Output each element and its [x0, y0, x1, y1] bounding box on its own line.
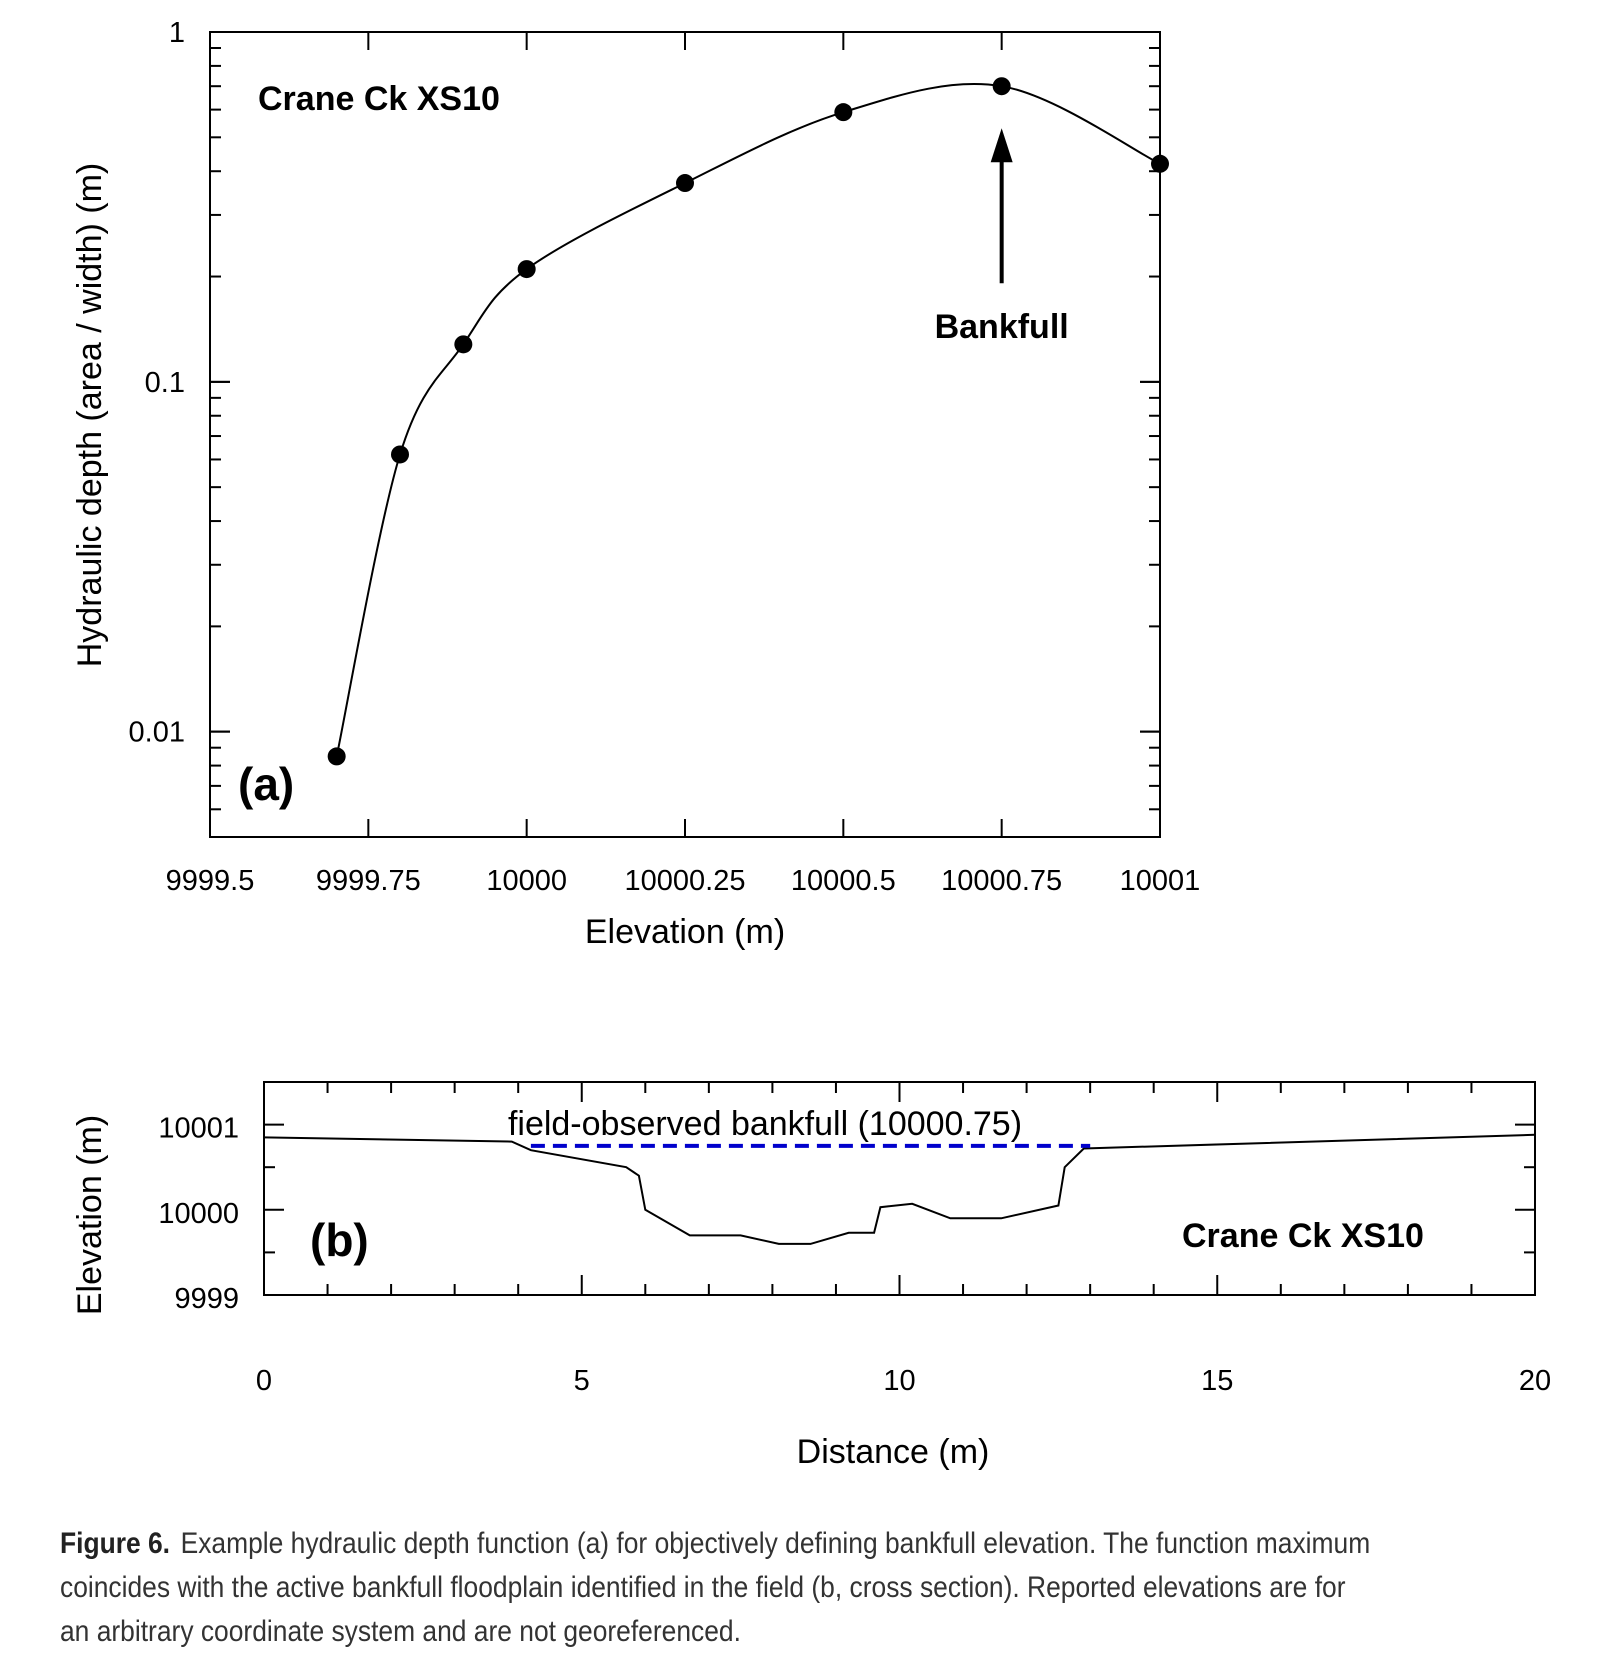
panel-a-x-tick-labels: 9999.5 9999.75 10000 10000.25 10000.5 10000.7… — [166, 865, 1201, 897]
cross-section-profile-line — [263, 1133, 1536, 1245]
panel-a-data-points — [327, 77, 1169, 766]
panel-a-y-tick-label: 0.1 — [145, 367, 185, 399]
panel-b-x-axis-title: Distance (m) — [797, 1433, 990, 1471]
panel-a-x-tick-label: 10000.5 — [791, 865, 896, 897]
panel-a-data-point — [517, 260, 536, 279]
panel-b-y-tick-label: 10001 — [158, 1113, 239, 1145]
panel-a-annotation-title: Crane Ck XS10 — [258, 80, 500, 118]
figure-caption-label: Figure 6. — [60, 1527, 171, 1560]
panel-b-annotation-title: Crane Ck XS10 — [1182, 1217, 1424, 1255]
panel-b-x-tick-label: 0 — [256, 1365, 272, 1397]
panel-b-x-tick-labels: 0 5 10 15 20 — [256, 1365, 1551, 1397]
panel-a-x-axis-title: Elevation (m) — [585, 913, 785, 951]
figure-caption: Figure 6. Example hydraulic depth functio… — [60, 1522, 1380, 1654]
panel-a-data-point — [454, 335, 473, 354]
panel-b-panel-label: (b) — [310, 1214, 369, 1266]
panel-b-tick-marks — [263, 1081, 1536, 1296]
panel-a-y-tick-label: 0.01 — [129, 717, 185, 749]
panel-a-x-tick-label: 9999.5 — [166, 865, 255, 897]
panel-a-chart: 9999.5 9999.75 10000 10000.25 10000.5 10000.7… — [71, 17, 1200, 951]
panel-b-x-tick-label: 10 — [883, 1365, 915, 1397]
panel-a-panel-label: (a) — [238, 758, 294, 810]
panel-a-data-point — [992, 77, 1011, 96]
panel-a-y-tick-label: 1 — [169, 17, 185, 49]
panel-b-y-axis-title: Elevation (m) — [71, 1115, 109, 1315]
panel-a-x-tick-label: 10001 — [1120, 865, 1201, 897]
panel-a-x-tick-label: 10000 — [486, 865, 567, 897]
panel-a-y-axis-title: Hydraulic depth (area / width) (m) — [71, 163, 109, 668]
panel-b-y-tick-labels: 9999 10000 10001 — [158, 1113, 239, 1315]
panel-a-data-point — [391, 445, 409, 464]
panel-a-x-tick-label: 9999.75 — [316, 865, 421, 897]
panel-a-x-tick-label: 10000.75 — [941, 865, 1062, 897]
panel-a-data-point — [1151, 154, 1169, 173]
panel-b-x-tick-label: 15 — [1201, 1365, 1233, 1397]
panel-b-chart: 0 5 10 15 20 9999 10000 10001 field-observed b… — [71, 1081, 1551, 1471]
bankfull-annotation: Bankfull — [935, 308, 1069, 346]
panel-a-x-tick-label: 10000.25 — [625, 865, 746, 897]
panel-a-tick-marks — [209, 31, 1161, 838]
panel-b-x-tick-label: 5 — [574, 1365, 590, 1397]
figure-caption-text: Example hydraulic depth function (a) for… — [60, 1527, 1371, 1648]
panel-b-annotation: field-observed bankfull (10000.75) — [508, 1105, 1022, 1143]
panel-a-plot-frame — [209, 31, 1161, 838]
panel-a-data-point — [834, 103, 853, 122]
panel-b-y-tick-label: 9999 — [174, 1283, 239, 1315]
bankfull-arrow-head — [990, 128, 1013, 163]
panel-a-data-point — [327, 747, 346, 766]
panel-b-x-tick-label: 20 — [1519, 1365, 1551, 1397]
panel-b-y-tick-label: 10000 — [158, 1198, 239, 1230]
panel-a-series-line — [335, 83, 1161, 757]
panel-a-y-tick-labels: 0.01 0.1 1 — [129, 17, 185, 749]
panel-a-data-point — [676, 174, 694, 193]
